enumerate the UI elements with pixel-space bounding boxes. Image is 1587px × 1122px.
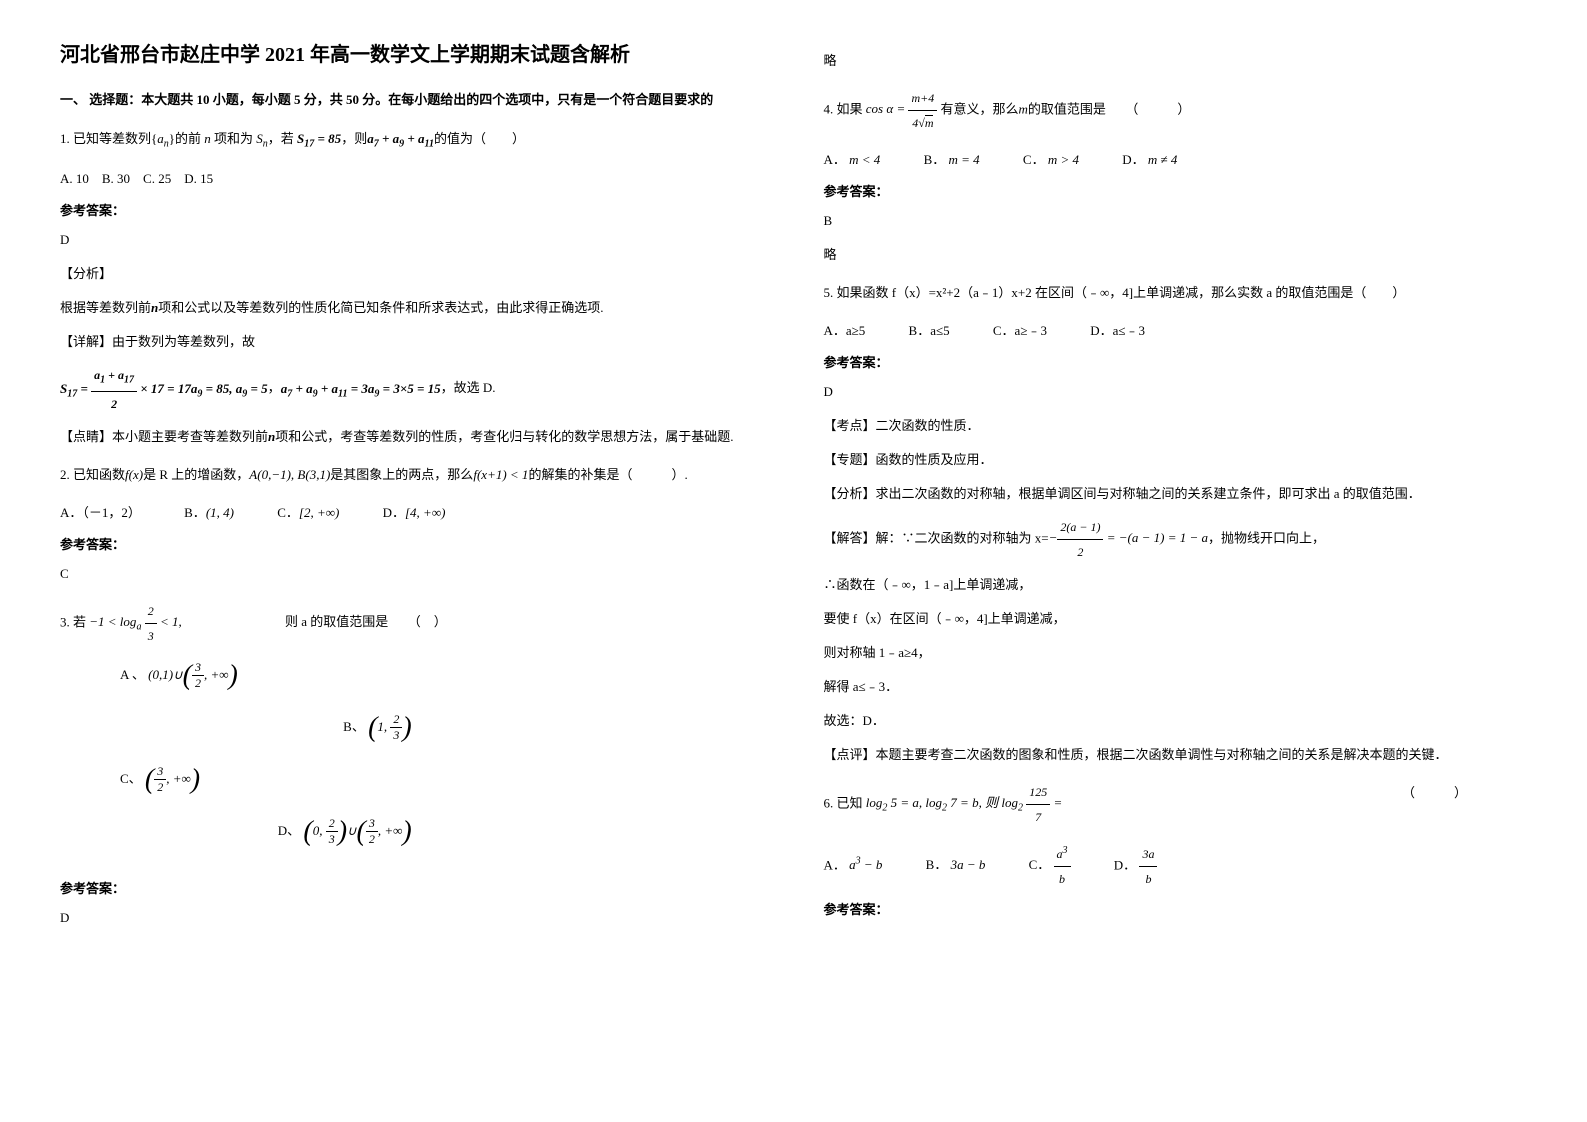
q4-options: A． m < 4 B． m = 4 C． m > 4 D． m ≠ 4 (824, 147, 1528, 173)
q4-sc: 的取值范围是 （ ） (1028, 101, 1191, 116)
q1-nh: 【点睛】本小题主要考查等差数列前 (60, 429, 268, 444)
q5-s1b: ，抛物线开口向上， (1208, 530, 1325, 545)
q4-ob: B． (924, 152, 946, 167)
q1-formula: S17 = a1 + a172 × 17 = 17a9 = 85, a9 = 5… (60, 363, 764, 415)
q5-s1a: 【解答】解：∵二次函数的对称轴为 x= (824, 530, 1049, 545)
question-5: 5. 如果函数 f（x）=x²+2（a﹣1）x+2 在区间（﹣∞，4]上单调递减… (824, 280, 1528, 306)
q5-oa: A．a≥5 (824, 318, 866, 344)
q6-oa: A． (824, 857, 846, 872)
q3-ob: B、 (343, 719, 365, 734)
q2-sd: 的解集的补集是（ ）. (528, 467, 687, 482)
q2-ob: B． (184, 505, 206, 520)
q1-a1b: 项和公式以及等差数列的性质化简已知条件和所求表达式，由此求得正确选项. (158, 300, 603, 315)
q4-extra: 略 (824, 242, 1528, 268)
q1-detail-h: 【详解】由于数列为等差数列，故 (60, 329, 764, 355)
q4-ans-label: 参考答案： (824, 181, 1528, 200)
q2-oa: A．（－1，2） (60, 500, 141, 526)
q6-ob: B． (926, 857, 948, 872)
q2-sa: 2. 已知函数 (60, 467, 125, 482)
q5-k4: 【点评】本题主要考查二次函数的图象和性质，根据二次函数单调性与对称轴之间的关系是… (824, 742, 1528, 768)
question-4: 4. 如果 cos α = m+44√m 有意义，那么m的取值范围是 （ ） (824, 86, 1528, 135)
q5-s6: 故选：D． (824, 708, 1528, 734)
q6-ans-label: 参考答案： (824, 899, 1528, 918)
question-1: 1. 已知等差数列{an}的前 n 项和为 Sn，若 S17 = 85，则a7 … (60, 126, 764, 155)
q3-ans-label: 参考答案： (60, 878, 764, 897)
q2-sb: 是 R 上的增函数， (143, 467, 249, 482)
q5-ob: B．a≤5 (909, 318, 950, 344)
q5-k2: 【专题】函数的性质及应用． (824, 447, 1528, 473)
q2-answer: C (60, 561, 764, 587)
q5-k1: 【考点】二次函数的性质． (824, 413, 1528, 439)
q1-stem-a: 1. 已知等差数列{ (60, 131, 157, 146)
q1-fe: ，故选 D. (441, 381, 496, 396)
q1-stem-f: 的值为（ ） (434, 131, 525, 146)
q5-ans-label: 参考答案： (824, 352, 1528, 371)
q5-s2: ∴函数在（﹣∞，1﹣a]上单调递减， (824, 572, 1528, 598)
q3-options: A 、 (0,1)∪(32, +∞) B、 (1, 23) C、 (32, +∞… (60, 660, 764, 868)
q1-answer: D (60, 227, 764, 253)
q4-oa: A． (824, 152, 846, 167)
q1-stem-d: ，若 (268, 131, 297, 146)
question-2: 2. 已知函数f(x)是 R 上的增函数，A(0,−1), B(3,1)是其图象… (60, 462, 764, 488)
q3-oc: C、 (120, 771, 142, 786)
question-3: 3. 若 −1 < loga 23 < 1, 则 a 的取值范围是 （ ） (60, 599, 764, 648)
q1-options: A. 10 B. 30 C. 25 D. 15 (60, 166, 764, 192)
q3-sb: 则 a 的取值范围是 （ ） (285, 614, 447, 629)
q3-od: D、 (278, 823, 300, 838)
question-6: 6. 已知 log2 5 = a, log2 7 = b, 则 log2 125… (824, 780, 1528, 829)
q6-options: A． a3 − b B． 3a − b C． a3b D． 3ab (824, 841, 1528, 891)
q5-oc: C．a≥﹣3 (993, 318, 1047, 344)
q1-analysis-h: 【分析】 (60, 261, 764, 287)
q1-a1a: 根据等差数列前 (60, 300, 151, 315)
q4-answer: B (824, 208, 1528, 234)
q2-ans-label: 参考答案： (60, 534, 764, 553)
q2-od: D． (383, 505, 405, 520)
q5-k3: 【分析】求出二次函数的对称轴，根据单调区间与对称轴之间的关系建立条件，即可求出 … (824, 481, 1528, 507)
q5-options: A．a≥5 B．a≤5 C．a≥﹣3 D．a≤﹣3 (824, 318, 1528, 344)
q2-options: A．（－1，2） B．(1, 4) C．[2, +∞) D．[4, +∞) (60, 500, 764, 526)
exam-title: 河北省邢台市赵庄中学 2021 年高一数学文上学期期末试题含解析 (60, 40, 764, 70)
q1-nc: 性质，考查化归与转化的数学思想方法，属于基础题. (431, 429, 733, 444)
top-right-omit: 略 (824, 48, 1528, 74)
q4-sa: 4. 如果 (824, 101, 863, 116)
q1-ans-label: 参考答案： (60, 200, 764, 219)
q5-s4: 则对称轴 1﹣a≥4， (824, 640, 1528, 666)
q3-answer: D (60, 905, 764, 931)
q1-analysis: 根据等差数列前n项和公式以及等差数列的性质化简已知条件和所求表达式，由此求得正确… (60, 295, 764, 321)
q3-sa: 3. 若 (60, 614, 86, 629)
q1-nb: 项和公式，考查等差数列 (275, 429, 418, 444)
section-1-head: 一、 选择题：本大题共 10 小题，每小题 5 分，共 50 分。在每小题给出的… (60, 90, 764, 111)
q1-stem-e: ，则 (341, 131, 367, 146)
q4-od: D． (1122, 152, 1144, 167)
q6-sb: （ ） (1402, 780, 1467, 806)
q6-od: D． (1114, 857, 1136, 872)
q4-sb: 有意义，那么 (941, 101, 1019, 116)
q1-stem-b: }的前 (169, 131, 205, 146)
q6-sa: 6. 已知 (824, 795, 863, 810)
q5-answer: D (824, 379, 1528, 405)
q5-od: D．a≤﹣3 (1090, 318, 1145, 344)
q1-stem-c: 项和为 (211, 131, 257, 146)
q4-oc: C． (1023, 152, 1045, 167)
q5-s1: 【解答】解：∵二次函数的对称轴为 x=−2(a − 1)2 = −(a − 1)… (824, 515, 1528, 564)
q2-sc: 是其图象上的两点，那么 (330, 467, 473, 482)
q6-oc: C． (1029, 857, 1051, 872)
q5-s3: 要使 f（x）在区间（﹣∞，4]上单调递减， (824, 606, 1528, 632)
q2-oc: C． (277, 505, 299, 520)
q3-oa: A 、 (120, 667, 145, 682)
q1-note: 【点睛】本小题主要考查等差数列前n项和公式，考查等差数列的性质，考查化归与转化的… (60, 424, 764, 450)
q5-s5: 解得 a≤﹣3． (824, 674, 1528, 700)
